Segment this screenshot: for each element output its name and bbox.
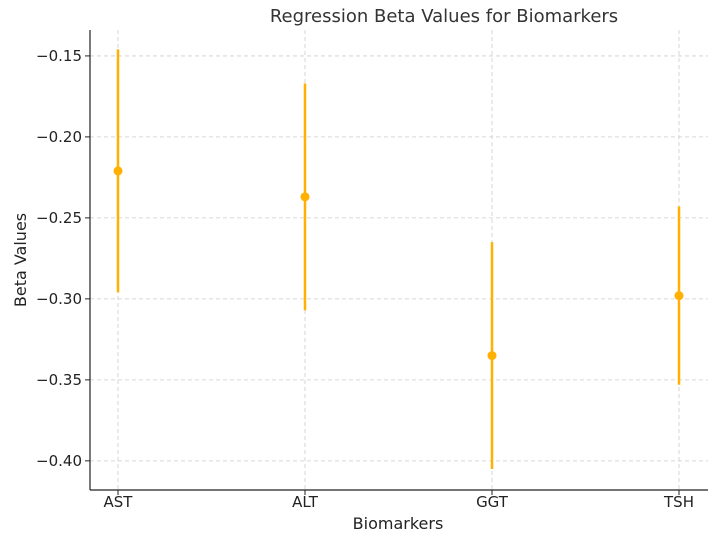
y-tick-label: −0.30 bbox=[36, 290, 82, 308]
data-point bbox=[300, 192, 310, 202]
grid bbox=[90, 30, 708, 490]
y-tick-label: −0.35 bbox=[36, 371, 82, 389]
x-tick-label: AST bbox=[104, 493, 134, 511]
y-ticks: −0.15 −0.20 −0.25 −0.30 −0.35 −0.40 bbox=[36, 47, 90, 470]
y-tick-label: −0.15 bbox=[36, 47, 82, 65]
x-tick-label: GGT bbox=[476, 493, 509, 511]
y-axis-title: Beta Values bbox=[11, 213, 30, 307]
data-point bbox=[674, 291, 684, 301]
y-tick-label: −0.20 bbox=[36, 128, 82, 146]
error-bars bbox=[116, 49, 681, 469]
x-tick-label: TSH bbox=[663, 493, 694, 511]
chart-title: Regression Beta Values for Biomarkers bbox=[270, 6, 618, 27]
data-point bbox=[113, 166, 123, 176]
y-tick-label: −0.40 bbox=[36, 452, 82, 470]
x-axis-title: Biomarkers bbox=[353, 514, 444, 533]
y-tick-label: −0.25 bbox=[36, 209, 82, 227]
data-points bbox=[113, 166, 684, 361]
x-ticks: AST ALT GGT TSH bbox=[104, 490, 694, 511]
x-tick-label: ALT bbox=[292, 493, 319, 511]
data-point bbox=[487, 351, 497, 361]
axes bbox=[89, 30, 708, 491]
